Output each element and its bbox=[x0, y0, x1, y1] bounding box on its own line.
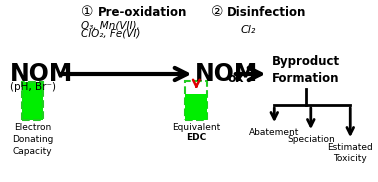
Text: Equivalent: Equivalent bbox=[172, 123, 220, 132]
Text: Pre-oxidation: Pre-oxidation bbox=[98, 5, 187, 19]
Text: Byproduct
Formation: Byproduct Formation bbox=[272, 55, 341, 85]
Text: NOM: NOM bbox=[195, 62, 259, 86]
Bar bbox=[186, 94, 207, 120]
Text: (pH, Br⁻): (pH, Br⁻) bbox=[10, 82, 56, 92]
Text: Electron
Donating
Capacity: Electron Donating Capacity bbox=[12, 123, 53, 156]
Text: Disinfection: Disinfection bbox=[227, 5, 306, 19]
Text: O₃, Mn(VII),: O₃, Mn(VII), bbox=[81, 20, 140, 30]
Text: ox: ox bbox=[228, 72, 245, 84]
Text: NOM: NOM bbox=[10, 62, 73, 86]
Text: Speciation: Speciation bbox=[287, 135, 335, 144]
Bar bbox=[22, 82, 43, 120]
Text: Estimated
Toxicity: Estimated Toxicity bbox=[327, 143, 373, 163]
Text: ②: ② bbox=[211, 5, 223, 19]
Text: EDC: EDC bbox=[186, 133, 206, 142]
Text: Cl₂: Cl₂ bbox=[241, 25, 256, 35]
Text: ClO₂, Fe(VI): ClO₂, Fe(VI) bbox=[81, 29, 140, 39]
Bar bbox=[186, 81, 207, 120]
Text: ①: ① bbox=[81, 5, 93, 19]
Text: Abatement: Abatement bbox=[249, 128, 299, 137]
